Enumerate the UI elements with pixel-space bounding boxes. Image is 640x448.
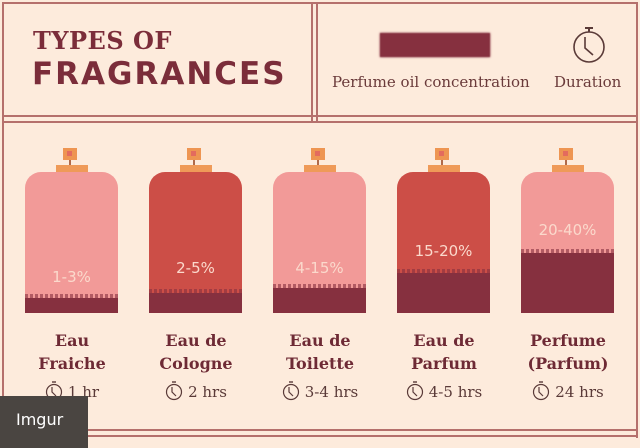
bottle-body: 15-20%: [397, 172, 490, 313]
header-divider-vertical-a: [311, 2, 313, 122]
footer-line-b: [2, 435, 638, 437]
bottle-cap: [180, 165, 212, 173]
header-divider-horizontal-a: [2, 115, 638, 117]
name-line1: Eau: [54, 331, 90, 350]
duration: 4-5 hrs: [382, 381, 506, 401]
name-line2: Cologne: [159, 354, 233, 373]
nozzle-stem: [193, 160, 195, 165]
duration: 3-4 hrs: [258, 381, 382, 401]
oil-fill: [25, 294, 118, 313]
oil-fill: [273, 284, 366, 313]
duration: 2 hrs: [134, 381, 258, 401]
duration: 24 hrs: [506, 381, 630, 401]
concentration-label: 1-3%: [52, 268, 91, 286]
legend-concentration-label: Perfume oil concentration: [332, 73, 530, 91]
fragrance-name: Eau de Cologne: [134, 329, 258, 375]
page-title-line1: TYPES OF: [33, 26, 172, 55]
stopwatch-icon: [533, 381, 550, 401]
bottle-cap: [304, 165, 336, 173]
page-title-line2: FRAGRANCES: [32, 56, 287, 92]
spray-nozzle: [435, 148, 449, 160]
bottle-body: 20-40%: [521, 172, 614, 313]
stopwatch-icon: [165, 381, 183, 401]
duration-value: 4-5 hrs: [428, 383, 483, 401]
bottle-cap: [56, 165, 88, 173]
concentration-label: 20-40%: [538, 221, 597, 239]
duration-value: 3-4 hrs: [304, 383, 359, 401]
frame-left-line: [2, 2, 4, 438]
nozzle-stem: [317, 160, 319, 165]
watermark-label: Imgur: [16, 410, 64, 429]
stopwatch-icon: [571, 26, 607, 68]
name-line1: Eau de: [165, 331, 227, 350]
nozzle-stem: [69, 160, 71, 165]
name-line2: Parfum: [411, 354, 477, 373]
duration-value: 2 hrs: [188, 383, 227, 401]
bottle-eau-de-cologne: 2-5%: [149, 145, 242, 315]
footer-line-a: [2, 429, 638, 431]
bottle-eau-de-toilette: 4-15%: [273, 145, 366, 315]
imgur-watermark[interactable]: Imgur: [0, 396, 88, 448]
bottle-eau-de-parfum: 15-20%: [397, 145, 490, 315]
nozzle-stem: [441, 160, 443, 165]
legend-duration-label: Duration: [554, 73, 622, 91]
name-line2: Toilette: [285, 354, 355, 373]
header-divider-horizontal-b: [2, 121, 638, 123]
spray-nozzle: [187, 148, 201, 160]
spray-nozzle: [63, 148, 77, 160]
spray-nozzle: [311, 148, 325, 160]
bottle-body: 1-3%: [25, 172, 118, 313]
bottle-eau-fraiche: 1-3%: [25, 145, 118, 315]
stopwatch-icon: [282, 381, 299, 401]
fragrance-name: Eau de Toilette: [258, 329, 382, 375]
oil-fill: [397, 269, 490, 313]
bottle-cap: [552, 165, 584, 173]
texture-bar-icon: [380, 33, 490, 57]
name-line1: Eau de: [413, 331, 475, 350]
name-line2: Fraiche: [38, 354, 106, 373]
name-line1: Perfume: [530, 331, 606, 350]
stopwatch-icon: [406, 381, 423, 401]
concentration-label: 4-15%: [295, 259, 344, 277]
concentration-label: 2-5%: [176, 259, 215, 277]
fragrance-name: Perfume (Parfum): [506, 329, 630, 375]
name-line1: Eau de: [289, 331, 351, 350]
oil-fill: [521, 249, 614, 313]
fragrance-name: Eau de Parfum: [382, 329, 506, 375]
bottle-body: 2-5%: [149, 172, 242, 313]
bottle-cap: [428, 165, 460, 173]
nozzle-stem: [565, 160, 567, 165]
bottle-perfume: 20-40%: [521, 145, 614, 315]
frame-top-line: [2, 2, 638, 4]
frame-right-line: [636, 2, 638, 438]
concentration-label: 15-20%: [414, 242, 473, 260]
bottle-body: 4-15%: [273, 172, 366, 313]
spray-nozzle: [559, 148, 573, 160]
oil-fill: [149, 289, 242, 313]
header-divider-vertical-b: [316, 2, 318, 122]
name-line2: (Parfum): [527, 354, 609, 373]
fragrance-name: Eau Fraiche: [10, 329, 134, 375]
duration-value: 24 hrs: [555, 383, 604, 401]
